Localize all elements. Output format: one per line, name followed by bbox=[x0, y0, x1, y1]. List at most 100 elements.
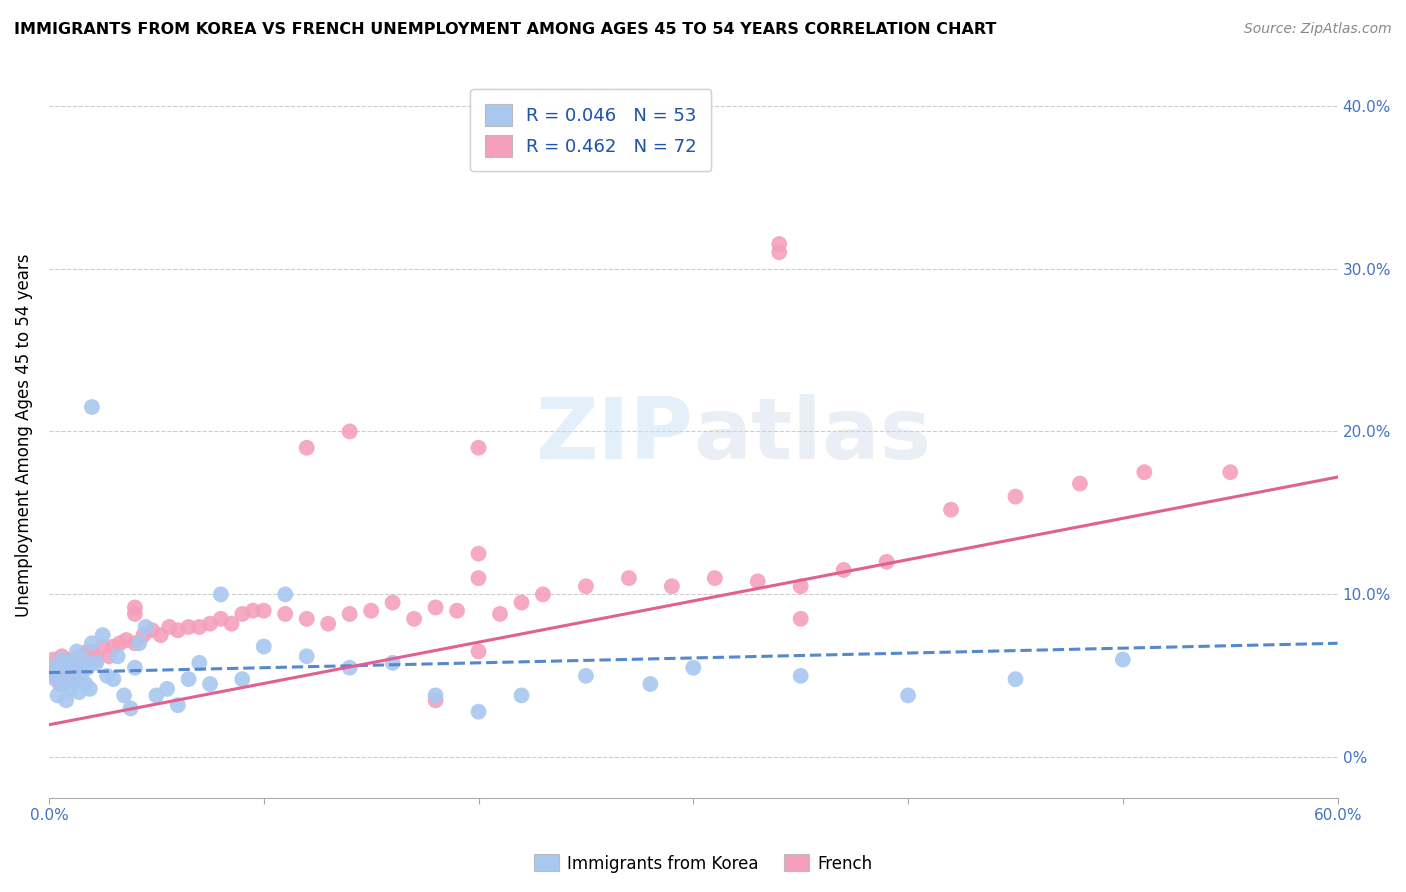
Point bbox=[274, 607, 297, 621]
Point bbox=[467, 571, 489, 585]
Point bbox=[703, 571, 725, 585]
Point bbox=[63, 672, 86, 686]
Point bbox=[425, 693, 447, 707]
Legend: R = 0.046   N = 53, R = 0.462   N = 72: R = 0.046 N = 53, R = 0.462 N = 72 bbox=[471, 89, 711, 171]
Point bbox=[62, 661, 84, 675]
Point bbox=[149, 628, 172, 642]
Point bbox=[510, 595, 533, 609]
Point bbox=[575, 579, 598, 593]
Point bbox=[107, 649, 129, 664]
Text: IMMIGRANTS FROM KOREA VS FRENCH UNEMPLOYMENT AMONG AGES 45 TO 54 YEARS CORRELATI: IMMIGRANTS FROM KOREA VS FRENCH UNEMPLOY… bbox=[14, 22, 997, 37]
Point bbox=[46, 689, 69, 703]
Point bbox=[661, 579, 683, 593]
Point bbox=[156, 681, 179, 696]
Point bbox=[58, 656, 80, 670]
Point bbox=[72, 656, 94, 670]
Point bbox=[124, 636, 146, 650]
Point bbox=[79, 681, 101, 696]
Point bbox=[166, 624, 188, 638]
Point bbox=[44, 669, 66, 683]
Point bbox=[467, 547, 489, 561]
Point bbox=[46, 661, 69, 675]
Point bbox=[177, 620, 200, 634]
Point bbox=[575, 669, 598, 683]
Point bbox=[112, 689, 135, 703]
Point bbox=[295, 441, 318, 455]
Point bbox=[124, 600, 146, 615]
Point bbox=[489, 607, 512, 621]
Point bbox=[231, 672, 253, 686]
Point bbox=[124, 661, 146, 675]
Point bbox=[66, 644, 89, 658]
Point bbox=[467, 644, 489, 658]
Point bbox=[59, 656, 82, 670]
Legend: Immigrants from Korea, French: Immigrants from Korea, French bbox=[527, 847, 879, 880]
Point bbox=[177, 672, 200, 686]
Point bbox=[221, 616, 243, 631]
Point bbox=[768, 237, 790, 252]
Point bbox=[446, 604, 468, 618]
Point bbox=[128, 636, 150, 650]
Point bbox=[63, 661, 86, 675]
Point bbox=[242, 604, 264, 618]
Point bbox=[617, 571, 640, 585]
Point bbox=[789, 669, 811, 683]
Point bbox=[339, 425, 361, 439]
Point bbox=[157, 620, 180, 634]
Point bbox=[53, 677, 76, 691]
Point bbox=[1069, 476, 1091, 491]
Point bbox=[531, 587, 554, 601]
Point bbox=[120, 701, 142, 715]
Point bbox=[939, 502, 962, 516]
Point bbox=[188, 620, 211, 634]
Point bbox=[274, 587, 297, 601]
Point bbox=[75, 677, 97, 691]
Point bbox=[62, 672, 84, 686]
Point bbox=[640, 677, 662, 691]
Point bbox=[124, 607, 146, 621]
Point bbox=[135, 620, 157, 634]
Point bbox=[381, 595, 404, 609]
Point bbox=[747, 574, 769, 589]
Point bbox=[316, 616, 339, 631]
Point bbox=[360, 604, 382, 618]
Point bbox=[295, 612, 318, 626]
Text: atlas: atlas bbox=[693, 394, 932, 477]
Point bbox=[80, 644, 103, 658]
Point bbox=[141, 624, 163, 638]
Point bbox=[91, 628, 114, 642]
Point bbox=[70, 669, 93, 683]
Point bbox=[48, 677, 70, 691]
Point bbox=[467, 705, 489, 719]
Point bbox=[44, 672, 66, 686]
Y-axis label: Unemployment Among Ages 45 to 54 years: Unemployment Among Ages 45 to 54 years bbox=[15, 253, 32, 617]
Point bbox=[72, 652, 94, 666]
Point bbox=[381, 656, 404, 670]
Point bbox=[467, 441, 489, 455]
Point bbox=[51, 652, 73, 666]
Point bbox=[897, 689, 920, 703]
Point bbox=[682, 661, 704, 675]
Text: Source: ZipAtlas.com: Source: ZipAtlas.com bbox=[1244, 22, 1392, 37]
Point bbox=[55, 652, 77, 666]
Point bbox=[876, 555, 898, 569]
Point bbox=[1004, 490, 1026, 504]
Point bbox=[53, 672, 76, 686]
Point bbox=[108, 636, 131, 650]
Point bbox=[98, 649, 121, 664]
Point bbox=[84, 652, 107, 666]
Point bbox=[84, 656, 107, 670]
Point bbox=[231, 607, 253, 621]
Point bbox=[425, 600, 447, 615]
Point bbox=[67, 649, 90, 664]
Point bbox=[209, 587, 232, 601]
Point bbox=[1133, 465, 1156, 479]
Point bbox=[198, 616, 221, 631]
Point bbox=[55, 693, 77, 707]
Point bbox=[789, 579, 811, 593]
Point bbox=[42, 652, 65, 666]
Point bbox=[404, 612, 426, 626]
Point bbox=[1112, 652, 1135, 666]
Point bbox=[209, 612, 232, 626]
Point bbox=[768, 245, 790, 260]
